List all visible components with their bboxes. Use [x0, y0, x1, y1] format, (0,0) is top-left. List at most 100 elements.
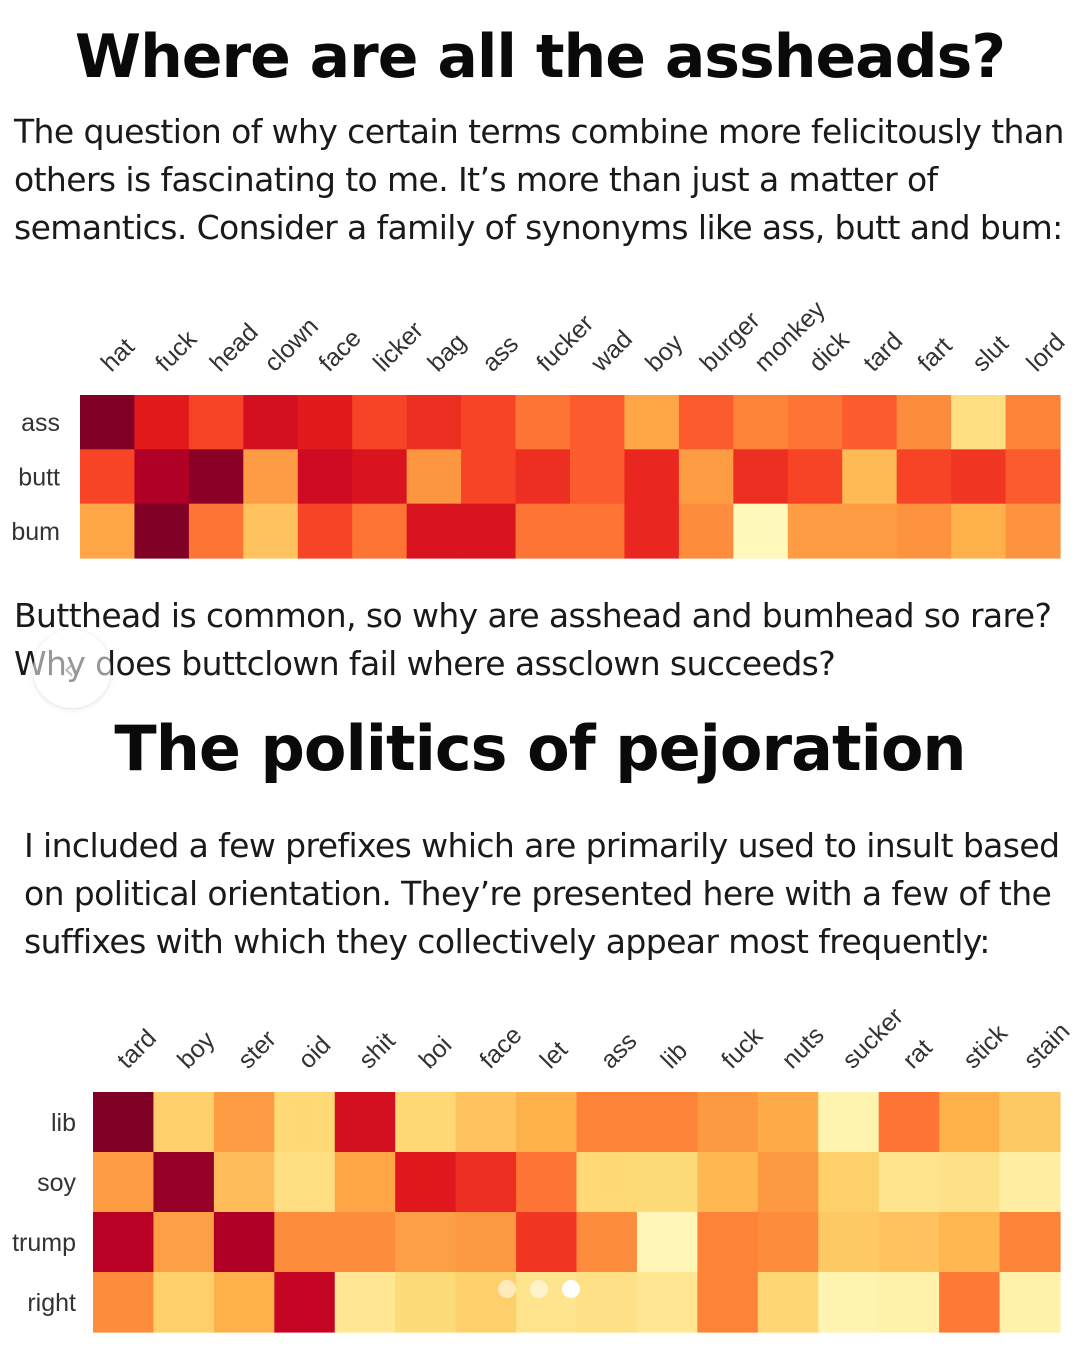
heatmap-cell-lib-face	[455, 1092, 517, 1153]
heatmap-cell-soy-ster	[213, 1152, 275, 1213]
column-label: bag	[422, 328, 471, 377]
row-label: butt	[18, 464, 60, 492]
heatmap-cell-right-stain	[999, 1272, 1061, 1333]
heatmap-cell-soy-rat	[878, 1152, 940, 1213]
heatmap-cell-soy-sucker	[818, 1152, 880, 1213]
heatmap-cell-lib-tard	[93, 1092, 155, 1153]
column-label: tard	[112, 1024, 162, 1074]
carousel-dot-1[interactable]	[498, 1280, 516, 1298]
column-label: boy	[640, 329, 689, 378]
heatmap-cell-butt-tard	[842, 449, 898, 505]
row-label: lib	[51, 1109, 76, 1137]
heatmap-cell-right-ster	[213, 1272, 275, 1333]
heatmap-cell-soy-nuts	[757, 1152, 819, 1213]
column-label: oid	[293, 1031, 336, 1074]
heatmap-cell-bum-dick	[787, 503, 843, 559]
heatmap-cell-ass-wad	[570, 395, 626, 450]
heatmap-cell-lib-rat	[878, 1092, 940, 1153]
heatmap-cell-butt-clown	[243, 449, 299, 505]
heatmap-cell-butt-face	[297, 449, 353, 505]
heatmap-cell-bum-fuck	[134, 503, 190, 559]
heatmap-cell-lib-lib	[636, 1092, 698, 1153]
heatmap-cell-bum-boy	[624, 503, 680, 559]
heatmap-cell-bum-head	[188, 503, 244, 559]
heatmap-cell-trump-ster	[213, 1212, 275, 1273]
heatmap-cell-trump-ass	[576, 1212, 638, 1273]
heatmap-cell-ass-tard	[842, 395, 898, 450]
heatmap-cell-soy-fuck	[697, 1152, 759, 1213]
heatmap-cell-lib-ass	[576, 1092, 638, 1153]
heatmap-cell-butt-fuck	[134, 449, 190, 505]
heatmap-cell-soy-tard	[93, 1152, 155, 1213]
heatmap-cell-right-lib	[636, 1272, 698, 1333]
heatmap-cell-soy-shit	[334, 1152, 396, 1213]
heatmap-cell-bum-fucker	[515, 503, 571, 559]
heatmap-cell-ass-licker	[352, 395, 408, 450]
heatmap-cell-butt-hat	[80, 449, 136, 505]
column-label: shit	[353, 1027, 400, 1074]
heatmap-cell-bum-lord	[1005, 503, 1061, 559]
heatmap-cell-soy-stick	[939, 1152, 1001, 1213]
chevron-left-icon: ‹	[63, 652, 75, 687]
column-label: lib	[656, 1037, 693, 1074]
column-label: rat	[897, 1034, 937, 1074]
heatmap-cell-bum-bag	[406, 503, 462, 559]
heatmap-cell-lib-shit	[334, 1092, 396, 1153]
heatmap-cell-bum-slut	[951, 503, 1007, 559]
heatmap-cell-trump-rat	[878, 1212, 940, 1273]
heatmap-cell-ass-face	[297, 395, 353, 450]
column-label: stick	[958, 1019, 1014, 1075]
heatmap-cell-butt-ass	[461, 449, 517, 505]
heatmap-cell-trump-nuts	[757, 1212, 819, 1273]
heatmap-cell-ass-fucker	[515, 395, 571, 450]
heatmap-cell-lib-sucker	[818, 1092, 880, 1153]
row-label: soy	[37, 1169, 76, 1197]
column-label: boy	[172, 1026, 221, 1075]
section2-intro: I included a few prefixes which are prim…	[24, 826, 1060, 961]
row-label: ass	[21, 409, 60, 437]
carousel-dots	[498, 1278, 588, 1300]
column-label: sucker	[837, 1002, 909, 1074]
heatmap-cell-trump-shit	[334, 1212, 396, 1273]
section1-followup: Butthead is common, so why are asshead a…	[14, 592, 1080, 688]
heatmap-cell-ass-slut	[951, 395, 1007, 450]
heatmap-cell-bum-burger	[678, 503, 734, 559]
row-label: trump	[12, 1229, 76, 1257]
carousel-prev-button[interactable]: ‹	[33, 630, 111, 708]
column-label: licker	[368, 316, 429, 377]
column-label: hat	[96, 333, 140, 377]
heatmap-cell-bum-wad	[570, 503, 626, 559]
column-label: stain	[1018, 1017, 1075, 1074]
heatmap-cell-trump-fuck	[697, 1212, 759, 1273]
heatmap-cell-butt-monkey	[733, 449, 789, 505]
heatmap-cell-butt-fucker	[515, 449, 571, 505]
heatmap-cell-trump-stick	[939, 1212, 1001, 1273]
heatmap-cell-lib-stain	[999, 1092, 1061, 1153]
heatmap-cell-lib-stick	[939, 1092, 1001, 1153]
heatmap-cell-bum-hat	[80, 503, 136, 559]
column-label: fucker	[531, 309, 599, 377]
heatmap-cell-ass-lord	[1005, 395, 1061, 450]
column-label: fart	[912, 332, 957, 377]
row-label: bum	[11, 518, 60, 546]
column-label: nuts	[776, 1021, 829, 1074]
heatmap-political-prefixes: lib soy trump right tard boy ster oid shit boi fac…	[12, 1002, 1075, 1333]
heatmap-cell-lib-nuts	[757, 1092, 819, 1153]
heatmap-cell-right-oid	[274, 1272, 336, 1333]
heatmap-cell-ass-boy	[624, 395, 680, 450]
heatmap-cell-ass-ass	[461, 395, 517, 450]
column-label: ass	[477, 330, 524, 377]
column-label: fuck	[716, 1022, 769, 1075]
carousel-dot-3[interactable]	[562, 1280, 580, 1298]
heatmap-cell-lib-ster	[213, 1092, 275, 1153]
column-label: slut	[967, 330, 1014, 377]
carousel-dot-2[interactable]	[530, 1280, 548, 1298]
section1-title: Where are all the assheads?	[74, 22, 1006, 92]
followup-line-2: Why does buttclown fail where assclown s…	[14, 644, 836, 683]
heatmap-cell-butt-lord	[1005, 449, 1061, 505]
heatmap-cell-right-rat	[878, 1272, 940, 1333]
heatmap-cell-soy-oid	[274, 1152, 336, 1213]
heatmap-cell-soy-face	[455, 1152, 517, 1213]
followup-line-1: Butthead is common, so why are asshead a…	[14, 596, 1052, 635]
